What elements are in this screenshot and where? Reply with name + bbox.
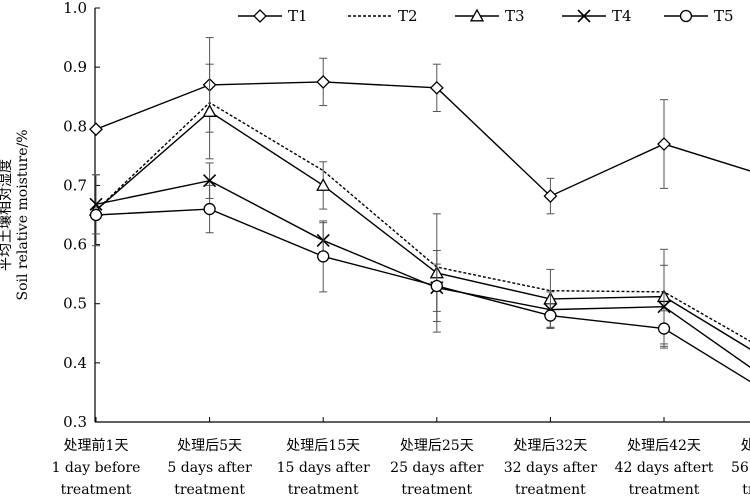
legend-item-t4: T4 [562,7,632,25]
data-point-marker [203,202,216,216]
legend-label: T1 [288,7,308,25]
x-category-labels: 处理前1天 1 day before treatment 处理后5天 5 days af… [52,417,750,498]
series-line [95,208,750,383]
series-line [95,81,750,197]
x-category-label: 处理后56天 [741,438,750,454]
data-point-marker [316,75,331,89]
data-point-marker [657,322,671,335]
y-tick-label: 0.5 [63,295,87,313]
data-point-marker [544,309,557,322]
data-point-marker [253,9,267,23]
data-point-marker [89,208,103,222]
series-t1 [89,37,750,215]
legend-item-t3: T3 [455,7,525,25]
x-category-label: treatment [401,482,472,498]
legend-item-t5: T5 [664,7,734,25]
x-category-label: 42 days aftert [615,460,714,476]
x-category-label: 处理后42天 [627,438,701,454]
series-line [95,179,750,368]
y-axis-labels: 平均土壤相对湿度 Soil relative moisture/% [0,130,31,301]
axes [94,8,750,423]
data-point-marker [429,80,444,95]
legend: T1 T2 T3 T4 T5 [238,7,734,25]
y-tick-label: 0.9 [63,58,87,76]
x-category-label: treatment [174,482,245,498]
series-t4 [89,162,750,368]
x-category-label: 32 days after [504,460,598,476]
data-point-marker [469,8,485,22]
series-t2 [95,101,750,342]
x-category-label: 1 day before [52,460,141,476]
x-category-label: treatment [61,482,132,498]
x-category-label: 5 days after [167,460,252,476]
legend-item-t2: T2 [348,7,418,25]
data-point-marker [679,9,693,23]
data-point-marker [657,137,671,151]
x-category-label: treatment [742,482,750,498]
data-point-marker [430,279,443,293]
legend-label: T4 [612,7,632,25]
x-category-label: treatment [629,482,700,498]
y-tick-label: 1.0 [63,0,87,17]
y-tick-label: 0.6 [63,236,87,254]
data-point-marker [577,9,591,23]
legend-item-t1: T1 [238,7,308,25]
data-point-marker [89,122,103,137]
y-tick-label: 0.7 [63,176,87,194]
data-point-marker [543,189,558,203]
data-point-marker [317,250,330,263]
x-category-label: 56 days after [731,460,750,476]
plot-area [88,37,750,383]
y-ticks: 0.3 0.4 0.5 0.6 0.7 0.8 0.9 1.0 [63,0,100,431]
x-category-label: treatment [515,482,586,498]
legend-label: T3 [505,7,525,25]
series-line [95,101,750,342]
legend-label: T2 [398,7,418,25]
x-category-label: 处理后15天 [286,438,360,454]
data-point-marker [89,197,103,211]
x-category-label: 处理后25天 [400,438,474,454]
x-category-label: treatment [288,482,359,498]
data-point-marker [203,174,217,188]
y-axis-label-zh: 平均土壤相对湿度 [0,159,14,271]
x-category-label: 处理前1天 [64,437,129,454]
data-point-marker [202,104,217,117]
series-t3 [88,63,750,350]
data-point-marker [316,178,331,191]
y-axis-label-en: Soil relative moisture/% [15,130,31,301]
y-tick-label: 0.4 [63,354,87,372]
y-tick-label: 0.8 [63,117,87,135]
x-category-label: 处理后32天 [513,438,587,454]
x-category-label: 25 days after [390,460,484,476]
y-tick-label: 0.3 [63,413,87,431]
x-category-label: 15 days after [277,460,371,476]
legend-label: T5 [714,7,734,25]
series-t5 [89,184,750,383]
x-category-label: 处理后5天 [177,438,242,454]
